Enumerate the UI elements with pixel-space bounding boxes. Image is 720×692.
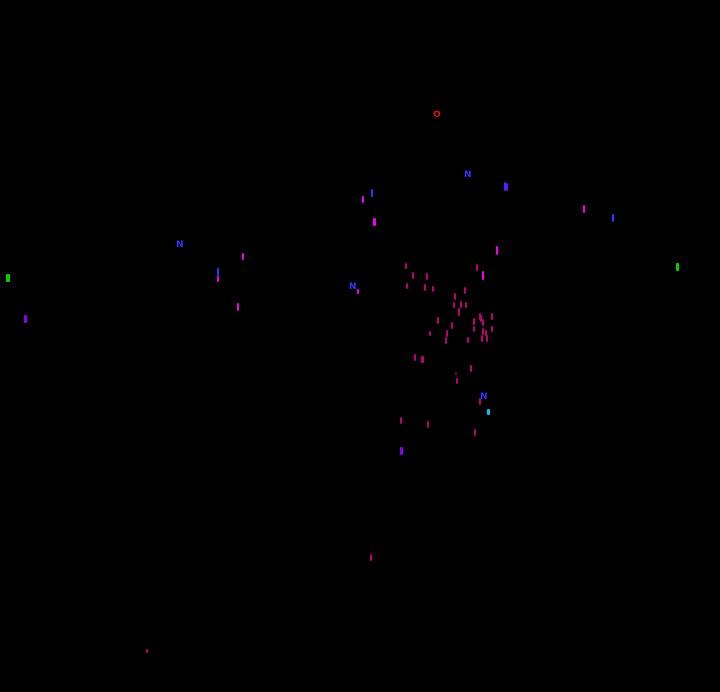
atom-mark	[456, 378, 458, 384]
atom-mark	[479, 398, 481, 405]
atom-mark	[424, 284, 426, 291]
atom-mark	[496, 246, 498, 255]
atom-mark	[460, 301, 462, 308]
atom-mark	[362, 196, 364, 203]
atom-mark	[446, 330, 448, 337]
atom-label-n: N	[464, 170, 472, 180]
atom-label-n: N	[349, 282, 357, 292]
atom-mark	[437, 317, 439, 324]
atom-mark	[486, 335, 488, 342]
atom-mark	[455, 372, 457, 375]
atom-mark	[451, 322, 453, 329]
atom-mark	[465, 302, 467, 308]
atom-mark	[427, 421, 429, 428]
atom-mark	[414, 354, 416, 361]
atom-mark	[405, 263, 407, 269]
atom-mark	[406, 283, 408, 289]
atom-mark	[217, 268, 219, 276]
atom-mark	[426, 273, 428, 280]
atom-mark	[491, 326, 493, 332]
atom-label-n: N	[176, 240, 184, 250]
atom-mark	[458, 308, 460, 316]
atom-mark	[445, 337, 447, 344]
atom-label-n: N	[480, 392, 488, 402]
atom-mark	[412, 272, 414, 279]
atom-mark	[373, 218, 376, 226]
atom-mark	[464, 287, 466, 294]
atom-mark	[453, 302, 455, 308]
atom-mark	[217, 276, 219, 282]
atom-mark	[473, 318, 475, 325]
atom-mark	[487, 409, 490, 415]
atom-mark	[24, 315, 27, 323]
atom-mark	[482, 271, 484, 280]
atom-mark	[612, 214, 614, 222]
atom-mark	[237, 303, 239, 311]
atom-mark	[476, 264, 478, 271]
atom-mark	[481, 335, 483, 342]
atom-mark	[454, 293, 456, 300]
atom-mark	[467, 337, 469, 343]
atom-mark	[482, 328, 484, 335]
atom-mark	[506, 183, 508, 191]
atom-mark	[371, 189, 373, 197]
atom-mark	[583, 205, 585, 213]
atom-mark	[480, 315, 482, 322]
atom-mark	[421, 356, 424, 363]
atom-mark	[400, 447, 403, 455]
atom-mark	[676, 263, 679, 271]
atom-mark	[504, 182, 506, 191]
atom-mark	[400, 417, 402, 424]
atom-mark	[485, 330, 487, 336]
atom-mark	[474, 429, 476, 436]
atom-mark	[370, 554, 372, 561]
atom-mark	[473, 326, 475, 332]
atom-mark	[470, 365, 472, 372]
atom-mark	[482, 319, 484, 326]
atom-label-o: O	[433, 110, 441, 120]
atom-mark	[242, 253, 244, 260]
atom-mark	[491, 313, 493, 320]
atom-mark	[146, 649, 148, 653]
atom-mark	[429, 331, 431, 336]
atom-mark	[357, 289, 359, 294]
atom-mark	[432, 286, 434, 292]
atom-mark	[6, 274, 10, 282]
